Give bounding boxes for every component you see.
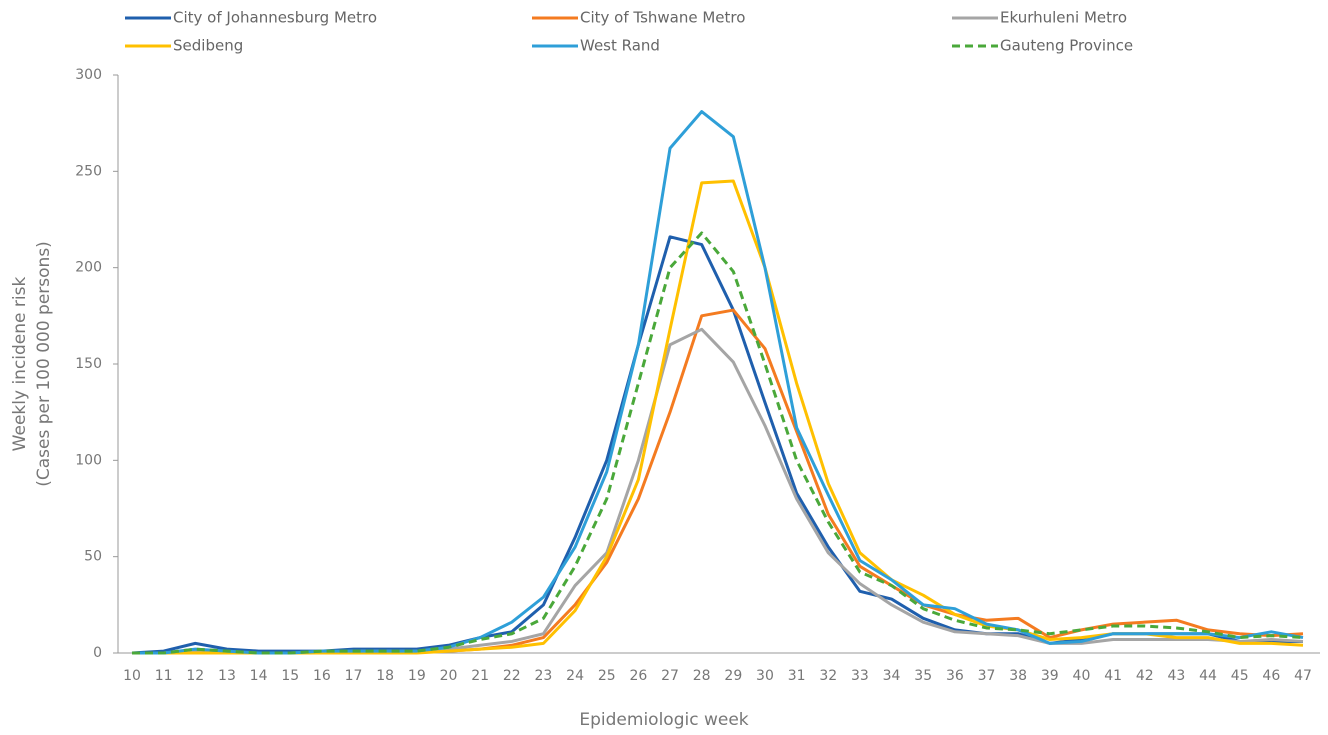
x-tick-label: 13	[218, 668, 236, 684]
x-tick-label: 39	[1041, 668, 1059, 684]
x-tick-label: 42	[1136, 668, 1154, 684]
x-tick-label: 12	[186, 668, 204, 684]
x-tick-label: 29	[724, 668, 742, 684]
x-tick-label: 17	[345, 668, 363, 684]
y-tick-label: 250	[75, 163, 102, 179]
x-tick-label: 19	[408, 668, 426, 684]
y-tick-label: 100	[75, 452, 102, 468]
x-tick-label: 24	[566, 668, 584, 684]
legend-label: Ekurhuleni Metro	[1000, 9, 1127, 27]
y-tick-label: 300	[75, 67, 102, 83]
x-tick-label: 43	[1167, 668, 1185, 684]
legend-label: Gauteng Province	[1000, 37, 1133, 55]
series-line	[132, 231, 1304, 655]
y-tick-label: 200	[75, 260, 102, 276]
x-tick-label: 36	[946, 668, 964, 684]
x-tick-label: 28	[693, 668, 711, 684]
x-tick-label: 47	[1294, 668, 1312, 684]
x-tick-label: 21	[471, 668, 489, 684]
x-tick-label: 46	[1262, 668, 1280, 684]
y-axis-label: Weekly incidene risk	[10, 277, 30, 452]
y-tick-label: 50	[84, 549, 102, 565]
x-tick-label: 14	[250, 668, 268, 684]
x-tick-label: 15	[281, 668, 299, 684]
series-line	[132, 327, 1304, 655]
y-tick-label: 0	[93, 645, 102, 661]
legend-label: City of Tshwane Metro	[580, 9, 745, 27]
series-line	[132, 308, 1304, 655]
legend-label: Sedibeng	[173, 37, 243, 55]
x-tick-label: 44	[1199, 668, 1217, 684]
x-tick-label: 11	[155, 668, 173, 684]
x-tick-label: 35	[914, 668, 932, 684]
x-tick-label: 25	[598, 668, 616, 684]
x-tick-label: 27	[661, 668, 679, 684]
series-line	[132, 110, 1304, 655]
x-tick-label: 22	[503, 668, 521, 684]
x-tick-label: 38	[1009, 668, 1027, 684]
x-tick-label: 30	[756, 668, 774, 684]
x-tick-label: 37	[978, 668, 996, 684]
x-tick-label: 18	[376, 668, 394, 684]
x-tick-label: 41	[1104, 668, 1122, 684]
x-tick-label: 26	[629, 668, 647, 684]
x-tick-label: 40	[1073, 668, 1091, 684]
legend-label: West Rand	[580, 37, 660, 55]
y-axis-label: (Cases per 100 000 persons)	[34, 241, 54, 487]
x-tick-label: 32	[819, 668, 837, 684]
series-line	[131, 235, 1303, 655]
legend-label: City of Johannesburg Metro	[173, 9, 377, 27]
x-tick-label: 31	[788, 668, 806, 684]
x-tick-label: 20	[440, 668, 458, 684]
x-axis-label: Epidemiologic week	[579, 710, 748, 730]
x-tick-label: 33	[851, 668, 869, 684]
x-tick-label: 45	[1231, 668, 1249, 684]
x-tick-label: 23	[535, 668, 553, 684]
y-tick-label: 150	[75, 356, 102, 372]
x-tick-label: 10	[123, 668, 141, 684]
x-tick-label: 16	[313, 668, 331, 684]
x-tick-label: 34	[883, 668, 901, 684]
